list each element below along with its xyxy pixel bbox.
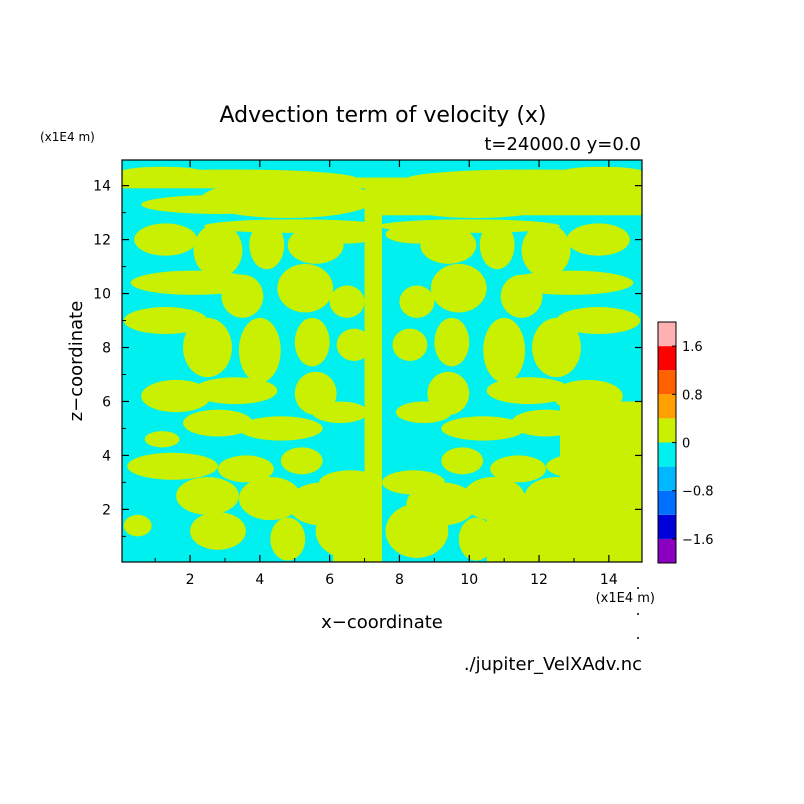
colorbar-segment — [658, 490, 676, 515]
y-axis-label: z−coordinate — [66, 301, 87, 422]
positive-region — [434, 317, 470, 367]
colorbar-segment — [658, 442, 676, 467]
x-tick-label: 2 — [186, 572, 195, 588]
colorbar-tick-label: 0.8 — [682, 388, 703, 403]
positive-region — [204, 219, 386, 233]
positive-region — [399, 285, 435, 318]
positive-region — [556, 307, 641, 335]
x-tick-label: 10 — [460, 572, 478, 588]
positive-region — [277, 263, 334, 313]
positive-region — [559, 166, 642, 178]
y-tick-label: 4 — [102, 448, 111, 464]
positive-region — [392, 328, 428, 361]
positive-region — [238, 477, 302, 521]
y-tick-label: 14 — [93, 179, 111, 195]
unit-dots — [637, 587, 639, 639]
chart-subtitle: t=24000.0 y=0.0 — [484, 134, 641, 155]
x-tick-label: 14 — [600, 572, 618, 588]
positive-region — [141, 195, 295, 214]
positive-region — [333, 490, 382, 562]
colorbar: 1.6 0.8 0 −0.8 −1.6 — [657, 321, 714, 564]
colorbar-segment — [658, 322, 676, 347]
positive-region — [566, 223, 630, 256]
y-tick-label: 6 — [102, 394, 111, 410]
positive-region — [249, 220, 285, 270]
positive-region — [364, 182, 382, 491]
positive-region — [127, 452, 218, 480]
colorbar-segment — [658, 346, 676, 371]
positive-regions — [122, 166, 642, 562]
positive-region — [238, 416, 323, 441]
y-tick-label: 12 — [93, 233, 111, 249]
positive-region — [144, 431, 180, 448]
positive-region — [176, 477, 239, 515]
colorbar-segment — [658, 370, 676, 395]
colorbar-tick-label: 1.6 — [682, 340, 703, 355]
positive-region — [430, 263, 487, 313]
y-axis-ticks: 2 4 6 8 10 12 14 — [93, 179, 642, 537]
positive-region — [441, 416, 526, 441]
positive-region — [123, 307, 208, 335]
colorbar-segment — [658, 394, 676, 419]
positive-region — [336, 328, 372, 361]
colorbar-tick-label: 0 — [682, 437, 690, 452]
positive-region — [312, 401, 369, 424]
positive-region — [141, 379, 211, 413]
positive-region — [238, 317, 281, 383]
positive-region — [190, 512, 246, 550]
colorbar-segment — [658, 514, 676, 539]
positive-region — [193, 377, 278, 405]
positive-region — [521, 223, 571, 278]
colorbar-segment — [658, 418, 676, 443]
x-tick-label: 4 — [255, 572, 264, 588]
positive-region — [270, 517, 306, 561]
positive-region — [183, 317, 232, 378]
positive-region — [500, 274, 543, 318]
footer-filename: ./jupiter_VelXAdv.nc — [464, 654, 642, 675]
y-tick-label: 8 — [102, 341, 111, 357]
colorbar-segment — [658, 538, 676, 563]
colorbar-tick-label: −0.8 — [682, 485, 714, 500]
y-unit-label: (x1E4 m) — [40, 130, 95, 144]
y-tick-label: 10 — [93, 287, 111, 303]
x-axis-ticks: 2 4 6 8 10 12 14 — [154, 160, 618, 588]
colorbar-tick-label: −1.6 — [682, 533, 714, 548]
positive-region — [385, 503, 449, 558]
positive-region — [294, 317, 330, 367]
positive-region — [486, 377, 571, 405]
plot-frame — [121, 159, 643, 563]
positive-region — [441, 447, 484, 475]
positive-region — [483, 317, 526, 383]
positive-region — [280, 447, 323, 475]
positive-region — [458, 517, 494, 561]
positive-region — [122, 177, 382, 189]
positive-region — [329, 285, 365, 318]
positive-region — [217, 455, 274, 483]
x-tick-label: 6 — [325, 572, 334, 588]
chart-title: Advection term of velocity (x) — [219, 103, 546, 128]
positive-region — [122, 166, 205, 178]
positive-region — [134, 223, 198, 256]
x-tick-label: 8 — [395, 572, 404, 588]
x-tick-label: 12 — [530, 572, 548, 588]
positive-region — [193, 223, 243, 278]
plot-area — [122, 160, 642, 562]
x-unit-label: (x1E4 m) — [596, 591, 655, 606]
positive-region — [123, 514, 152, 537]
positive-region — [183, 409, 253, 437]
positive-region — [378, 219, 560, 233]
colorbar-segment — [658, 466, 676, 491]
positive-region — [221, 274, 264, 318]
positive-region — [479, 220, 515, 270]
positive-region — [486, 493, 642, 562]
positive-region — [532, 317, 581, 378]
positive-region — [395, 401, 452, 424]
positive-region — [490, 455, 547, 483]
y-tick-label: 2 — [102, 502, 111, 518]
positive-region — [382, 177, 642, 216]
x-axis-label: x−coordinate — [321, 612, 443, 633]
